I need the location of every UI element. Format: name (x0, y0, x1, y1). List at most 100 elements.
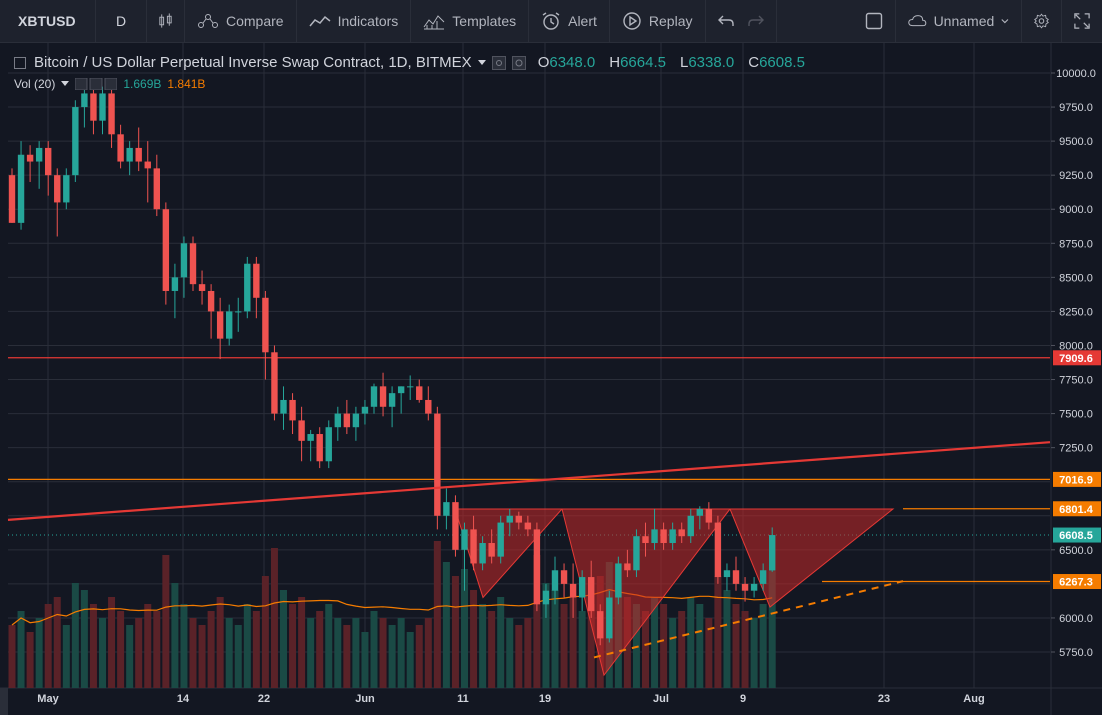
candle[interactable] (126, 141, 133, 176)
candle[interactable] (262, 290, 269, 380)
price-axis[interactable]: 10000.0 9750.0 9500.0 9250.0 9000.0 8750.0 850… (1051, 68, 1096, 659)
symbol-search[interactable]: XBTUSD (0, 0, 96, 42)
candle[interactable] (54, 168, 61, 237)
candle[interactable] (407, 375, 414, 400)
candle[interactable] (443, 488, 450, 530)
templates-button[interactable]: Templates (411, 0, 530, 42)
candle[interactable] (17, 141, 25, 230)
support-trend-line[interactable] (593, 580, 904, 659)
candle[interactable] (678, 522, 685, 544)
settings-button[interactable] (1022, 0, 1062, 42)
candle[interactable] (226, 304, 233, 346)
maximize-button[interactable] (1062, 0, 1102, 42)
candle[interactable] (280, 386, 287, 430)
candle[interactable] (750, 577, 758, 598)
candle[interactable] (588, 560, 595, 618)
candle[interactable] (524, 515, 532, 537)
candle[interactable] (606, 590, 613, 643)
candle[interactable] (759, 563, 767, 591)
replay-button[interactable]: Replay (610, 0, 706, 42)
chart-style-button[interactable] (147, 0, 185, 42)
candle[interactable] (171, 263, 179, 319)
indicators-button[interactable]: Indicators (297, 0, 412, 42)
candle[interactable] (714, 515, 722, 584)
compare-button[interactable]: Compare (185, 0, 297, 42)
undo-icon[interactable] (717, 14, 734, 28)
study-controls-icon[interactable] (75, 78, 118, 90)
candle[interactable] (660, 522, 667, 550)
candle[interactable] (388, 386, 396, 428)
candle[interactable] (99, 86, 106, 135)
candle[interactable] (207, 284, 215, 339)
candle[interactable] (352, 406, 360, 441)
candle[interactable] (578, 570, 586, 612)
caret-down-icon[interactable] (61, 81, 70, 87)
candle[interactable] (497, 515, 504, 564)
gear-icon[interactable] (511, 55, 526, 70)
eye-icon[interactable] (491, 55, 506, 70)
trend-line[interactable] (7, 441, 1051, 521)
candle[interactable] (271, 345, 278, 421)
candle[interactable] (180, 236, 188, 298)
candle[interactable] (361, 399, 369, 425)
candle[interactable] (117, 124, 124, 169)
candle[interactable] (732, 556, 740, 591)
candle[interactable] (461, 522, 468, 591)
candle[interactable] (108, 86, 115, 148)
candle[interactable] (470, 515, 477, 571)
candle[interactable] (244, 256, 251, 319)
candle[interactable] (651, 508, 658, 550)
candle[interactable] (560, 563, 568, 598)
candle[interactable] (63, 168, 70, 210)
candle[interactable] (397, 386, 405, 414)
candle[interactable] (198, 270, 206, 305)
candle[interactable] (253, 256, 260, 319)
collapse-legend-icon[interactable] (14, 56, 26, 69)
candle[interactable] (669, 522, 676, 550)
candle[interactable] (533, 522, 541, 612)
candle[interactable] (642, 522, 649, 557)
candle[interactable] (569, 563, 577, 618)
fullscreen-toggle[interactable] (852, 0, 896, 42)
candle[interactable] (705, 502, 713, 530)
candle[interactable] (687, 508, 694, 544)
candle[interactable] (551, 556, 559, 605)
candle[interactable] (325, 420, 332, 469)
candle[interactable] (542, 583, 550, 618)
time-axis[interactable]: May 14 22 Jun 11 19 Jul 9 23 Aug (37, 693, 984, 705)
candle[interactable] (425, 386, 432, 421)
candle[interactable] (452, 495, 459, 557)
candle[interactable] (416, 379, 423, 403)
candle[interactable] (723, 563, 731, 591)
layout-save-button[interactable]: Unnamed (896, 0, 1022, 42)
candle[interactable] (35, 141, 43, 189)
candle[interactable] (235, 297, 242, 332)
candle[interactable] (597, 604, 604, 646)
candle[interactable] (769, 527, 776, 572)
candle[interactable] (515, 511, 522, 530)
candle[interactable] (289, 393, 296, 435)
left-scroll-handle[interactable] (0, 688, 8, 715)
candle[interactable] (72, 100, 79, 182)
candle[interactable] (624, 549, 631, 578)
candle[interactable] (506, 508, 513, 537)
candle[interactable] (162, 202, 170, 305)
candle[interactable] (216, 297, 224, 360)
caret-down-icon[interactable] (477, 59, 486, 66)
candle[interactable] (379, 372, 387, 417)
candle[interactable] (488, 529, 495, 564)
alert-button[interactable]: Alert (529, 0, 610, 42)
candle[interactable] (343, 399, 351, 435)
pattern-triangles[interactable] (454, 508, 895, 677)
candle[interactable] (144, 141, 151, 203)
candle[interactable] (135, 127, 142, 172)
candle[interactable] (334, 406, 341, 441)
candle[interactable] (26, 145, 34, 182)
candle[interactable] (153, 154, 160, 217)
candle[interactable] (45, 141, 52, 196)
candle[interactable] (696, 506, 703, 530)
candle[interactable] (298, 406, 305, 462)
candle[interactable] (479, 536, 486, 571)
candle[interactable] (307, 429, 314, 462)
